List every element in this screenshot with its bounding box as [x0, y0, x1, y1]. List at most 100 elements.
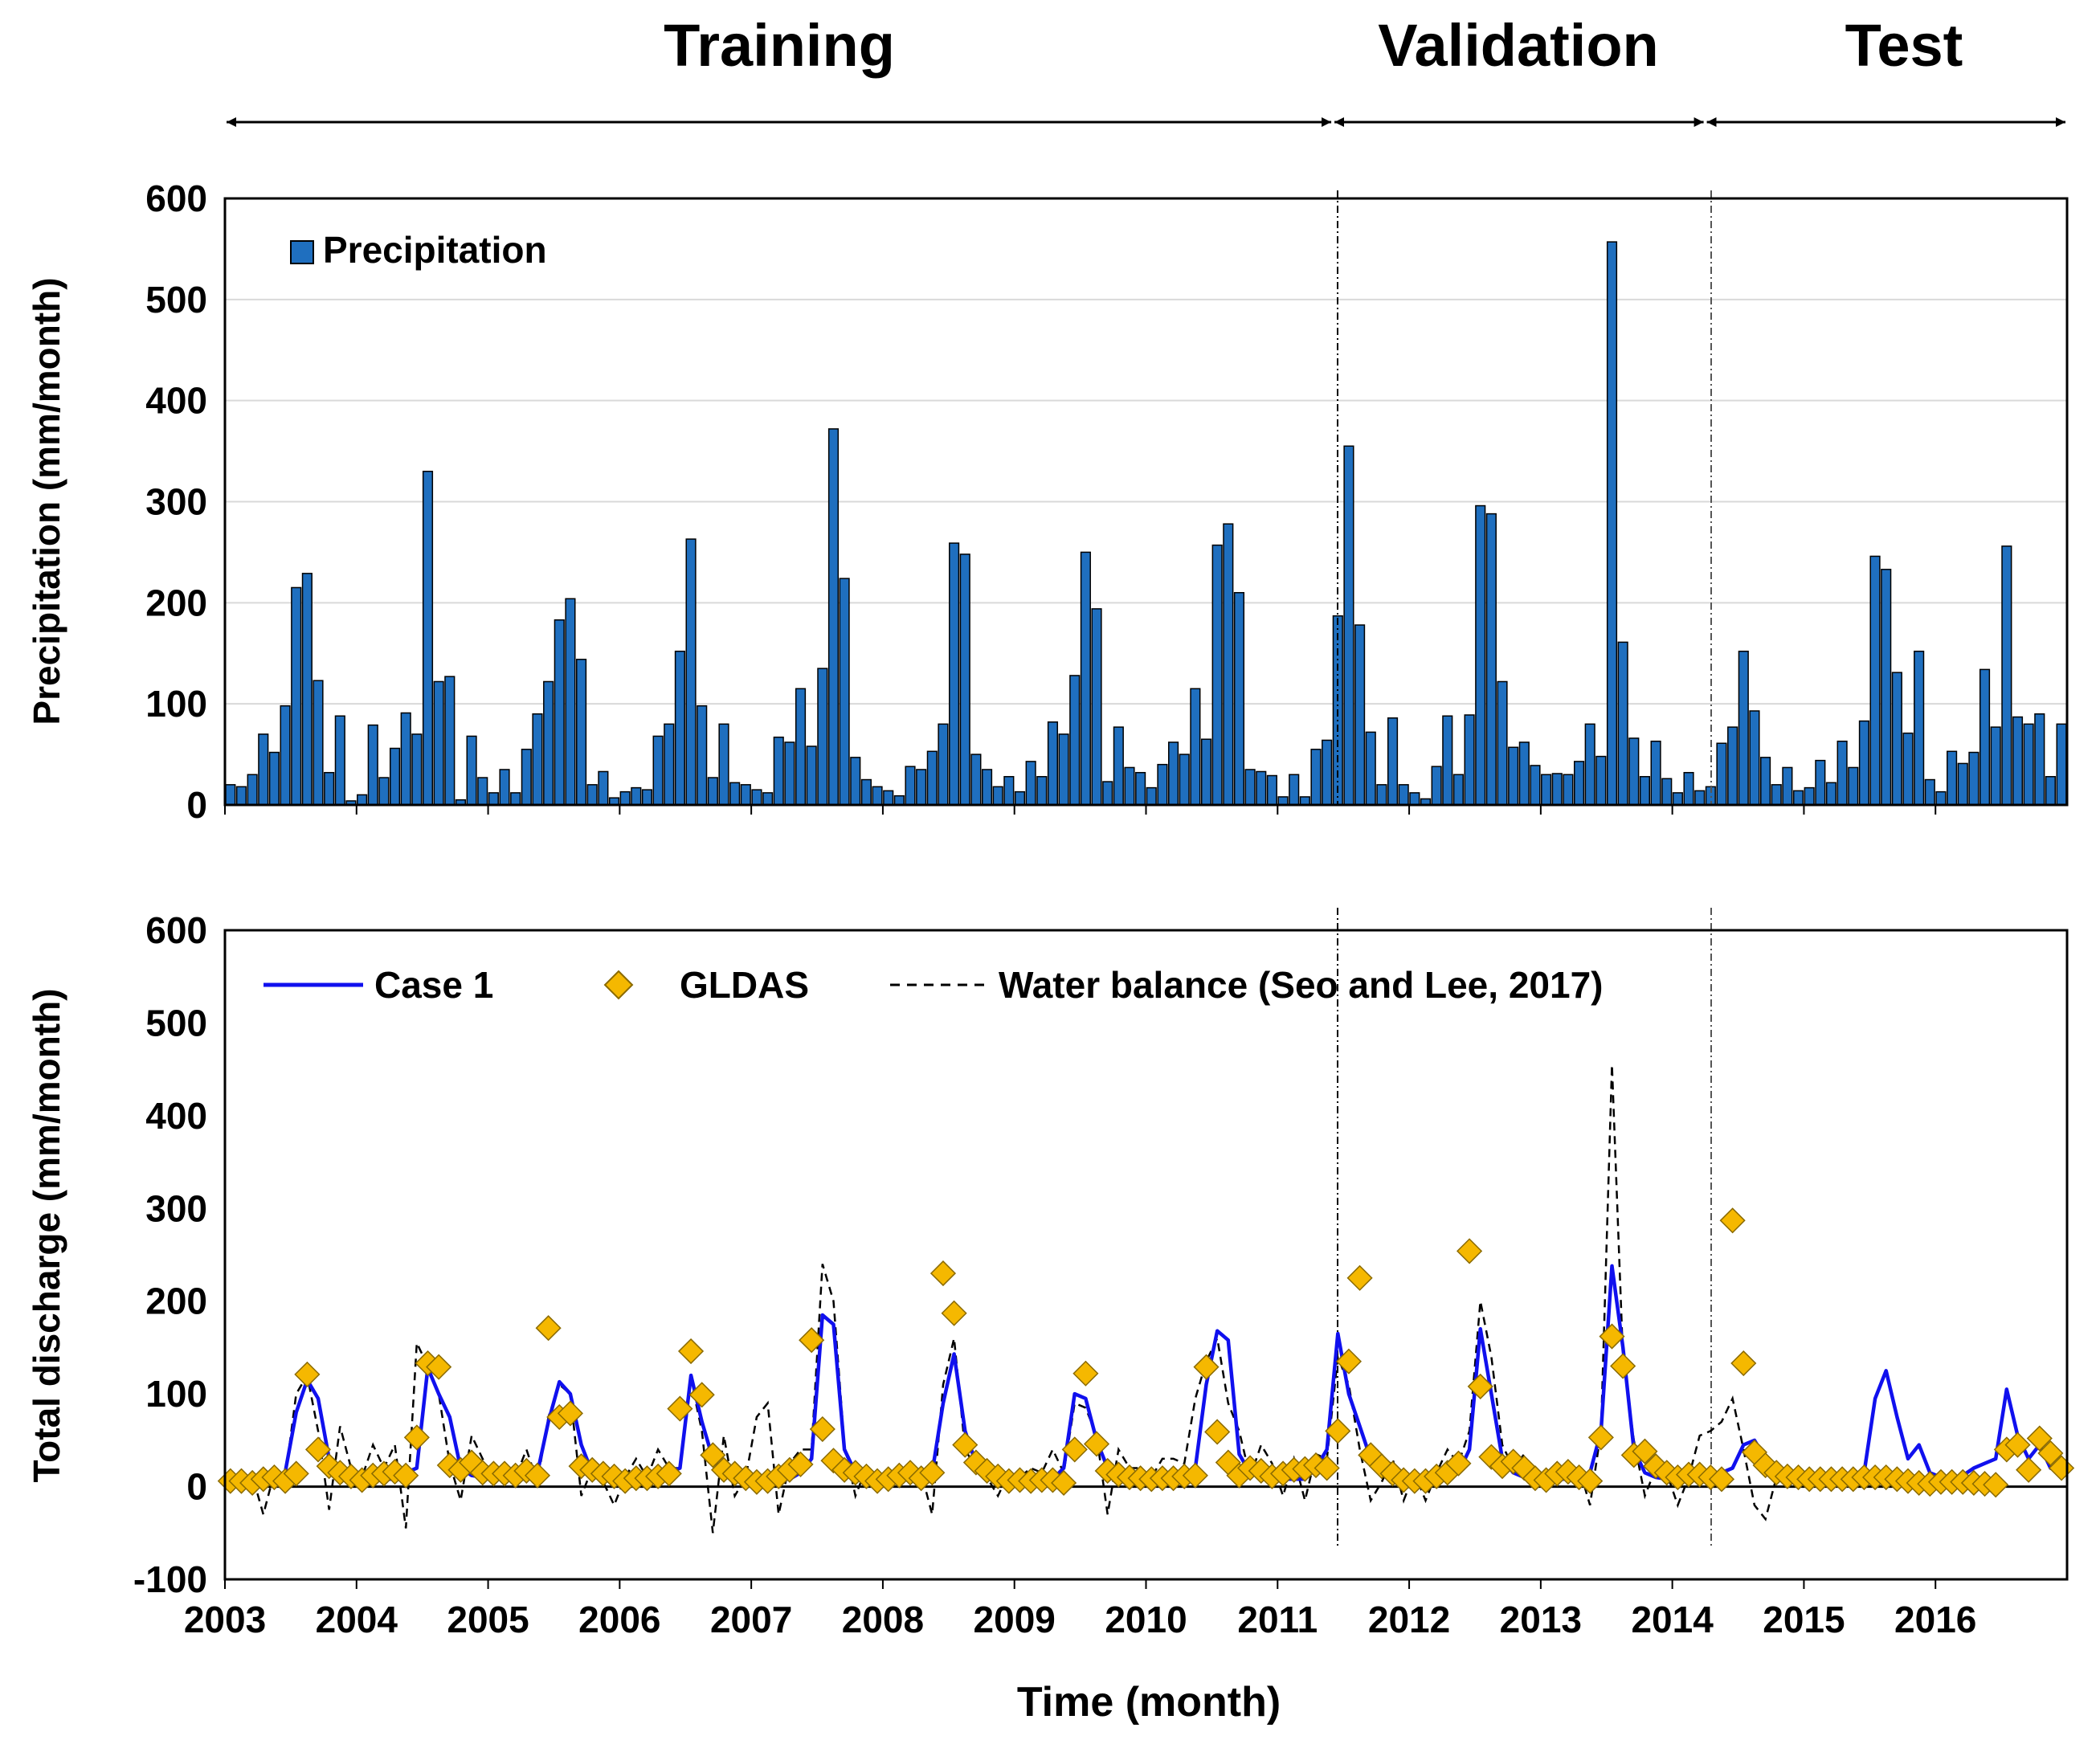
precipitation-bar	[1891, 672, 1902, 806]
gldas-point	[1610, 1353, 1636, 1379]
discharge-y-tick-label: 500	[145, 1002, 207, 1044]
gldas-point	[941, 1300, 967, 1326]
precipitation-bar	[444, 676, 456, 806]
precipitation-bar	[1452, 774, 1465, 806]
precipitation-bar	[1672, 792, 1683, 806]
gldas-point	[2026, 1425, 2053, 1452]
precipitation-bar	[827, 428, 840, 806]
precipitation-bar	[334, 715, 345, 806]
precipitation-bar	[784, 741, 795, 806]
precipitation-bar	[1771, 784, 1782, 806]
x-tick-label: 2015	[1763, 1599, 1845, 1640]
discharge-y-axis-label: Total discharge (mm/month)	[26, 988, 67, 1482]
precipitation-bar	[685, 538, 697, 806]
precipitation-bar	[1694, 790, 1706, 806]
precipitation-bar	[1080, 551, 1091, 806]
precipitation-bar	[1179, 754, 1190, 806]
precipitation-bar	[1244, 769, 1256, 806]
x-tick-label: 2011	[1237, 1599, 1318, 1640]
precipitation-bar	[938, 723, 949, 806]
precipitation-bar	[466, 735, 477, 806]
precipitation-bar	[400, 712, 411, 806]
precipitation-bar	[1979, 668, 1991, 806]
precipitation-bar	[235, 786, 247, 806]
gldas-point	[1072, 1360, 1099, 1387]
precipitation-bar	[1563, 774, 1574, 806]
precipitation-x-tickmarks	[224, 805, 1937, 815]
precipitation-bar	[1518, 741, 1530, 806]
precipitation-bar	[1409, 792, 1420, 806]
precipitation-bar	[247, 774, 258, 806]
gldas-points	[217, 1207, 2075, 1498]
precipitation-bar	[1584, 723, 1595, 806]
gldas-point	[1587, 1424, 1614, 1451]
precipitation-bar	[1617, 641, 1628, 806]
precipitation-bar	[970, 754, 982, 806]
precipitation-bar	[357, 794, 368, 806]
precipitation-bar	[1387, 717, 1399, 806]
precipitation-bar	[1990, 726, 2001, 806]
gldas-point	[1719, 1207, 1746, 1234]
gldas-point	[952, 1432, 979, 1458]
discharge-y-tick-label: 600	[145, 909, 207, 951]
gldas-point	[1730, 1350, 1757, 1377]
precipitation-bar	[2012, 716, 2024, 806]
precipitation-bar	[477, 777, 488, 806]
precipitation-bar	[664, 723, 675, 806]
gldas-point	[667, 1395, 693, 1422]
x-tick-label: 2016	[1894, 1599, 1976, 1640]
precipitation-bar	[1069, 675, 1081, 806]
precipitation-bar	[1914, 650, 1925, 806]
precipitation-bar	[488, 792, 499, 806]
precipitation-bar	[631, 786, 642, 806]
legend-gldas-swatch	[603, 970, 634, 1000]
precipitation-bar	[1310, 749, 1322, 806]
precipitation-bar	[707, 777, 718, 806]
precipitation-bar	[389, 747, 401, 806]
precipitation-bar	[1200, 738, 1212, 806]
precipitation-bar	[1464, 714, 1475, 806]
gldas-point	[1599, 1323, 1625, 1350]
gldas-point	[1457, 1238, 1483, 1264]
precipitation-bar	[543, 680, 554, 806]
discharge-y-ticks: 600 500 400 300 200 100 0 -100	[133, 909, 207, 1600]
precipitation-bar	[1102, 781, 1113, 806]
period-label-test: Test	[1845, 12, 1963, 79]
precipitation-bar	[510, 792, 521, 806]
gldas-point	[1368, 1453, 1395, 1480]
precipitation-bar	[1322, 739, 1333, 806]
precipitation-legend-swatch	[290, 240, 314, 264]
precipitation-bar	[1475, 504, 1486, 806]
precipitation-bar	[586, 784, 598, 806]
precipitation-bar	[1497, 680, 1508, 806]
gldas-point	[2016, 1456, 2042, 1483]
precipitation-bar	[1573, 761, 1585, 806]
precipitation-bar	[1256, 770, 1267, 806]
precipitation-bar	[2056, 723, 2067, 806]
precipitation-bar	[806, 745, 817, 806]
precipitation-bar	[1848, 766, 1859, 806]
precipitation-bar	[575, 659, 587, 806]
x-tick-label: 2006	[578, 1599, 660, 1640]
precipitation-bar	[1508, 746, 1519, 806]
x-tick-label: 2003	[184, 1599, 266, 1640]
precipitation-bar	[521, 749, 532, 806]
x-tick-label: 2014	[1631, 1599, 1714, 1640]
precipitation-bar	[258, 733, 269, 806]
gldas-point	[1346, 1264, 1373, 1291]
precipitation-bar	[1157, 763, 1168, 806]
gldas-point	[688, 1382, 715, 1408]
gldas-point	[304, 1436, 332, 1463]
period-label-training: Training	[664, 12, 895, 79]
precipitation-bar	[817, 668, 828, 806]
precipitation-bar	[532, 713, 543, 806]
precipitation-bar	[301, 573, 313, 806]
precipitation-bar	[1146, 786, 1157, 806]
gldas-point	[1314, 1455, 1340, 1481]
precipitation-bar	[378, 777, 390, 806]
precipitation-legend: Precipitation	[290, 229, 547, 271]
precipitation-y-axis-label: Precipitation (mm/month)	[26, 277, 67, 725]
gldas-point	[2004, 1432, 2031, 1458]
precipitation-y-tick-label: 600	[145, 178, 207, 219]
precipitation-bar	[1782, 766, 1793, 806]
